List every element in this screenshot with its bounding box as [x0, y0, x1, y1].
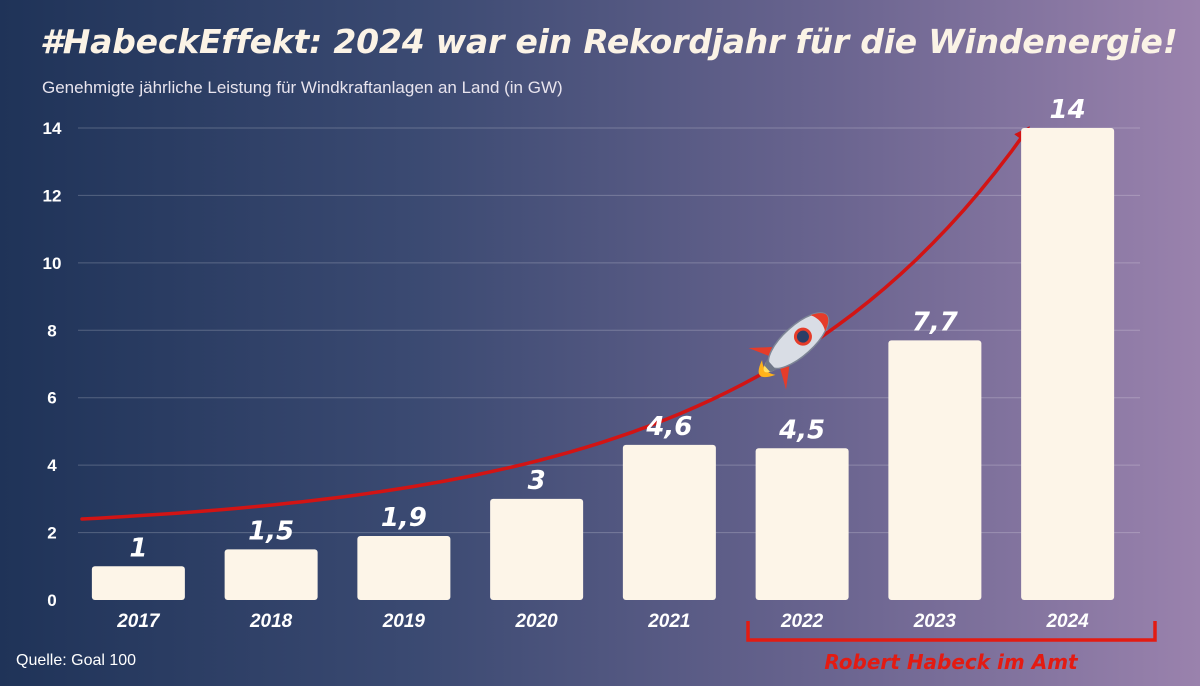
- habeck-bracket: [746, 621, 1157, 642]
- chart-subtitle: Genehmigte jährliche Leistung für Windkr…: [42, 78, 563, 97]
- bars: [91, 128, 1115, 600]
- data-label-2024: 14: [1050, 95, 1086, 125]
- y-tick-label: 4: [47, 456, 57, 475]
- data-label-2022: 4,5: [778, 415, 825, 445]
- x-tick-label: 2022: [780, 611, 824, 632]
- trend-arrow-line: [80, 126, 1030, 521]
- y-tick-label: 8: [47, 321, 56, 340]
- y-tick-label: 12: [43, 186, 62, 205]
- data-label-2020: 3: [528, 466, 546, 496]
- data-labels: 1 1,5 1,9 3 4,6 4,5 7,7 14: [129, 95, 1085, 563]
- trend-arrow: [80, 126, 1030, 521]
- data-label-2021: 4,6: [645, 412, 692, 442]
- y-tick-label: 6: [47, 389, 56, 408]
- bar-2018: [224, 549, 318, 600]
- data-label-2023: 7,7: [912, 307, 959, 337]
- habeck-annotation: Robert Habeck im Amt: [746, 621, 1157, 674]
- rocket-icon: [748, 312, 830, 390]
- data-label-2018: 1,5: [248, 516, 294, 546]
- x-tick-label: 2017: [116, 611, 161, 632]
- x-tick-label: 2024: [1045, 611, 1089, 632]
- data-label-2019: 1,9: [381, 503, 427, 533]
- y-axis: 0 2 4 6 8 10 12 14: [43, 119, 62, 610]
- x-tick-label: 2023: [913, 611, 957, 632]
- chart-title: #HabeckEffekt: 2024 war ein Rekordjahr f…: [40, 22, 1178, 61]
- bar-2024: [1021, 128, 1115, 600]
- source-note: Quelle: Goal 100: [16, 652, 137, 669]
- y-tick-label: 10: [43, 254, 62, 273]
- x-tick-label: 2020: [514, 611, 558, 632]
- bar-2017: [91, 566, 185, 600]
- y-tick-label: 14: [43, 119, 62, 138]
- habeck-annotation-label: Robert Habeck im Amt: [824, 650, 1079, 674]
- x-tick-label: 2021: [647, 611, 690, 632]
- y-tick-label: 0: [47, 591, 56, 610]
- data-label-2017: 1: [129, 533, 147, 563]
- bar-2020: [490, 498, 584, 600]
- x-tick-label: 2018: [249, 611, 293, 632]
- bar-2021: [622, 444, 716, 600]
- bar-2023: [888, 340, 982, 600]
- bar-2019: [357, 535, 451, 600]
- y-tick-label: 2: [47, 524, 56, 543]
- x-tick-label: 2019: [382, 611, 426, 632]
- bar-2022: [755, 448, 849, 600]
- x-axis: 2017 2018 2019 2020 2021 2022 2023 2024: [116, 611, 1089, 632]
